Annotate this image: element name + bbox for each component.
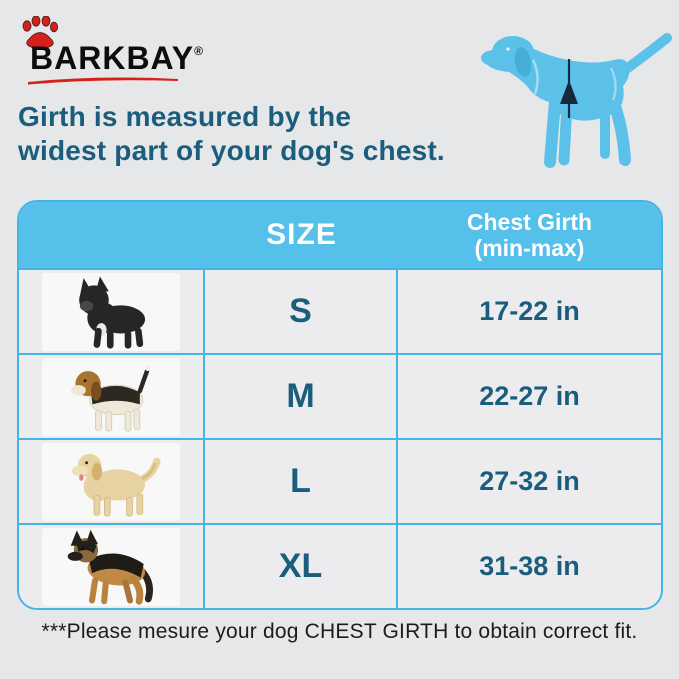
breed-photo-cell	[19, 353, 205, 438]
french-bulldog-photo	[79, 275, 146, 349]
hero-dog-ear	[514, 47, 532, 77]
girth-value: 22-27 in	[398, 353, 661, 438]
german-shepherd-photo	[67, 529, 153, 605]
beagle-photo	[71, 364, 151, 431]
girth-heading-line2: widest part of your dog's chest.	[18, 135, 445, 166]
brand-name: BARKBAY	[30, 40, 195, 76]
paw-icon	[22, 16, 58, 50]
size-label: L	[205, 438, 398, 523]
size-table: SIZE Chest Girth (min-max)	[17, 200, 663, 610]
size-label: XL	[205, 523, 398, 608]
photo-backdrop	[42, 527, 180, 606]
header-cell-girth: Chest Girth (min-max)	[398, 202, 661, 268]
hero-dog-illustration	[481, 33, 672, 168]
brand-logo: BARKBAY®	[22, 16, 203, 85]
footer-note: ***Please mesure your dog CHEST GIRTH to…	[41, 620, 638, 643]
girth-marker-arrow	[560, 80, 578, 104]
brand-underline	[28, 77, 178, 85]
girth-heading: Girth is measured by the widest part of …	[18, 100, 538, 168]
girth-value: 17-22 in	[398, 268, 661, 353]
girth-value: 27-32 in	[398, 438, 661, 523]
photo-backdrop	[42, 357, 180, 436]
registered-trademark: ®	[194, 44, 203, 58]
golden-retriever-photo	[71, 453, 161, 516]
girth-heading-line1: Girth is measured by the	[18, 101, 352, 132]
header-cell-image	[19, 202, 205, 268]
breed-photo-cell	[19, 523, 205, 608]
hero-dog-eye	[506, 47, 510, 51]
size-label: M	[205, 353, 398, 438]
photo-backdrop	[42, 442, 180, 521]
girth-value: 31-38 in	[398, 523, 661, 608]
breed-photo-cell	[19, 268, 205, 353]
header-girth-line1: Chest Girth	[466, 209, 593, 235]
size-label: S	[205, 268, 398, 353]
header-girth-line2: (min-max)	[474, 235, 585, 261]
breed-photo-cell	[19, 438, 205, 523]
photo-backdrop	[42, 272, 180, 351]
header-cell-size: SIZE	[205, 202, 398, 268]
